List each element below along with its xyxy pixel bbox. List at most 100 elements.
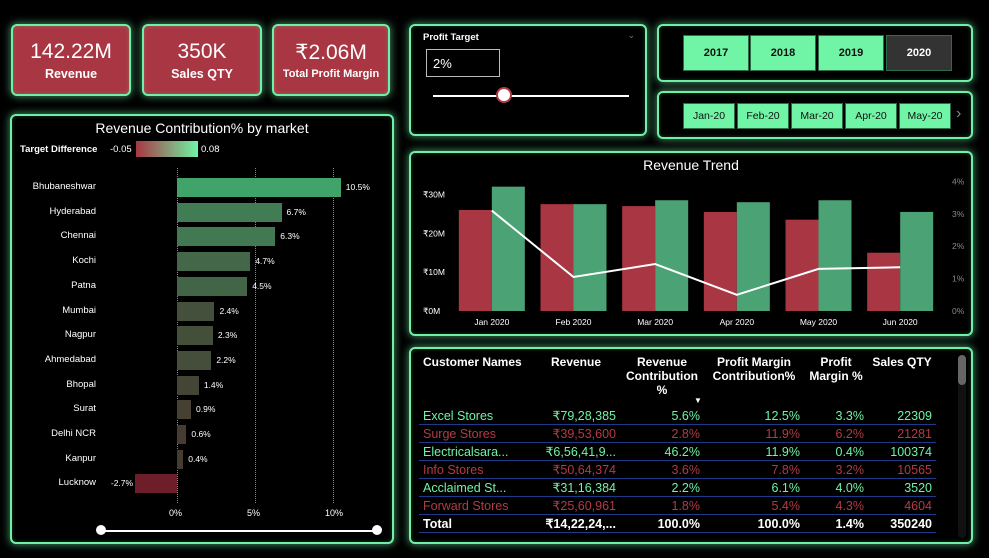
month-button-feb[interactable]: Feb-20	[737, 103, 789, 129]
revenue-bar-series1[interactable]	[540, 204, 574, 311]
revenue-bar-series1[interactable]	[703, 211, 737, 311]
total-cell: 1.4%	[804, 514, 868, 533]
market-bar[interactable]	[177, 301, 215, 321]
market-bar[interactable]	[134, 474, 177, 494]
market-label: Delhi NCR	[51, 428, 96, 439]
revenue-bar-series2[interactable]	[655, 200, 689, 311]
market-bar[interactable]	[177, 425, 187, 444]
month-button-jan[interactable]: Jan-20	[683, 103, 735, 129]
y-tick-label: ₹10M	[423, 267, 445, 277]
market-label: Kanpur	[65, 452, 96, 464]
table-cell: 0.4%	[804, 442, 868, 461]
month-button-may[interactable]: May-20	[899, 103, 951, 129]
legend-max: 0.08	[201, 144, 220, 155]
market-bar[interactable]	[177, 449, 184, 469]
market-bar[interactable]	[177, 178, 341, 197]
x-tick-label: May 2020	[800, 317, 838, 327]
market-bar[interactable]	[177, 400, 192, 420]
x-tick-label: Feb 2020	[556, 317, 592, 327]
legend-gradient	[136, 141, 198, 157]
y-tick-label: ₹20M	[423, 228, 445, 238]
x-tick-label: Jan 2020	[474, 317, 509, 327]
market-label: Nagpur	[64, 329, 96, 341]
table-scrollbar[interactable]	[958, 355, 966, 538]
table-row[interactable]: Surge Stores ₹39,53,600 2.8% 11.9% 6.2% 21281	[419, 424, 936, 443]
revenue-trend-plot: ₹0M ₹10M ₹20M ₹30M 0% 1% 2% 3% 4% Jan 2020 Feb 202…	[423, 176, 965, 327]
market-bar[interactable]	[177, 350, 212, 370]
x-tick-label: Mar 2020	[637, 317, 673, 327]
market-label: Mumbai	[62, 304, 96, 316]
market-bar[interactable]	[177, 276, 248, 296]
table-cell: 7.8%	[704, 460, 804, 479]
table-row[interactable]: Forward Stores ₹25,60,961 1.8% 5.4% 4.3% 4604	[419, 496, 936, 515]
x-tick-label: Jun 2020	[883, 317, 918, 327]
chevron-right-icon[interactable]: ›	[956, 105, 962, 122]
table-row[interactable]: Excel Stores ₹79,28,385 5.6% 12.5% 3.3% 22309	[419, 407, 936, 425]
scrollbar-handle-right[interactable]	[372, 525, 382, 535]
table-total-row: Total ₹14,22,24,... 100.0% 100.0% 1.4% 350240	[419, 514, 936, 533]
market-label: Hyderabad	[49, 205, 96, 217]
market-bar[interactable]	[177, 375, 199, 395]
total-cell: 100.0%	[620, 514, 704, 533]
col-revenue-contribution[interactable]: Revenue Contribution %	[626, 355, 698, 397]
kpi-value: ₹2.06M	[295, 41, 367, 64]
revenue-bar-series2[interactable]	[573, 204, 607, 311]
market-bar[interactable]	[177, 227, 276, 247]
x-tick-label: 0%	[169, 508, 183, 518]
col-profit-margin-contribution[interactable]: Profit Margin Contribution%	[712, 355, 796, 383]
profit-target-slider-track[interactable]	[433, 95, 629, 97]
col-revenue[interactable]: Revenue	[550, 355, 602, 369]
market-bar[interactable]	[177, 252, 251, 272]
profit-target-input[interactable]: 2%	[426, 49, 500, 77]
col-sales-qty[interactable]: Sales QTY	[872, 355, 932, 369]
scrollbar-handle-left[interactable]	[96, 525, 106, 535]
table-row[interactable]: Info Stores ₹50,64,374 3.6% 7.8% 3.2% 10565	[419, 460, 936, 479]
legend-min: -0.05	[110, 144, 132, 155]
market-bar[interactable]	[177, 202, 282, 222]
table-header-row: Customer Names Revenue Revenue Contribut…	[419, 355, 936, 407]
revenue-bar-series2[interactable]	[736, 202, 770, 311]
revenue-bar-series1[interactable]	[622, 206, 656, 311]
revenue-bar-series2[interactable]	[900, 211, 934, 311]
chevron-down-icon[interactable]: ⌄	[627, 30, 635, 40]
table-cell: 6.1%	[704, 478, 804, 497]
table-cell: Info Stores	[419, 460, 532, 479]
col-customer-names[interactable]: Customer Names	[423, 355, 522, 369]
revenue-bar-series2[interactable]	[491, 186, 525, 311]
revenue-bar-series2[interactable]	[818, 200, 852, 311]
year-button-2019[interactable]: 2019	[818, 35, 884, 71]
market-bar[interactable]	[177, 326, 213, 346]
year-button-2017[interactable]: 2017	[683, 35, 749, 71]
table-row[interactable]: Acclaimed St... ₹31,16,384 2.2% 6.1% 4.0% 352…	[419, 478, 936, 497]
month-button-mar[interactable]: Mar-20	[791, 103, 843, 129]
revenue-bar-series1[interactable]	[458, 209, 492, 311]
table-cell: 22309	[868, 407, 936, 425]
month-button-apr[interactable]: Apr-20	[845, 103, 897, 129]
table-cell: 11.9%	[704, 442, 804, 461]
market-label: Chennai	[60, 230, 96, 242]
sort-desc-icon[interactable]: ▼	[694, 396, 702, 405]
total-cell: 100.0%	[704, 514, 804, 533]
bar-value-label: 4.5%	[252, 280, 272, 291]
table-cell: ₹50,64,374	[532, 460, 620, 479]
bar-value-label: 1.4%	[203, 379, 224, 390]
profit-target-slider-thumb[interactable]	[495, 87, 512, 103]
market-label: Patna	[71, 279, 96, 291]
revenue-trend-title: Revenue Trend	[643, 157, 739, 173]
table-cell: ₹25,60,961	[532, 496, 620, 515]
table-scrollbar-thumb[interactable]	[958, 355, 966, 385]
revenue-bar-series1[interactable]	[867, 252, 901, 311]
gridline	[333, 168, 334, 503]
market-label: Bhopal	[66, 378, 96, 390]
revenue-bar-series1[interactable]	[785, 219, 819, 311]
year-button-2018[interactable]: 2018	[750, 35, 816, 71]
year-button-2020[interactable]: 2020	[886, 35, 952, 71]
col-profit-margin[interactable]: Profit Margin %	[809, 355, 863, 383]
y2-tick-label: 0%	[952, 306, 965, 316]
bar-value-label: 2.2%	[216, 354, 236, 365]
market-label: Lucknow	[58, 477, 97, 489]
table-row[interactable]: Electricalsara... ₹6,56,41,9... 46.2% 11.9%…	[419, 442, 936, 461]
bar-value-label: 4.7%	[255, 256, 275, 267]
scrollbar-track[interactable]	[102, 530, 378, 532]
kpi-label: Total Profit Margin	[282, 68, 380, 80]
